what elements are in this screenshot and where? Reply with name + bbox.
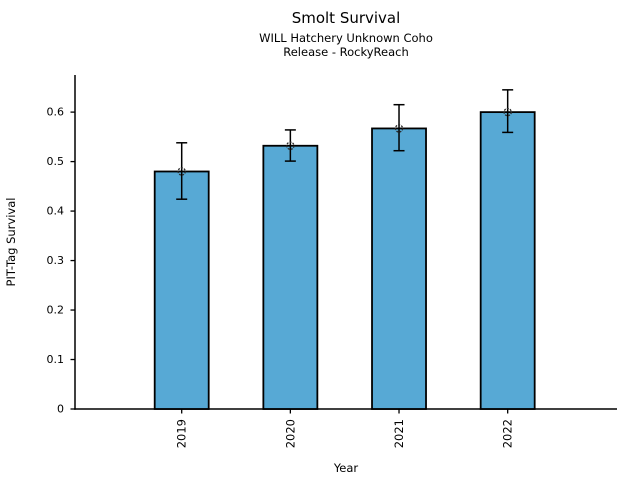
y-axis-label: PIT-Tag Survival bbox=[4, 198, 18, 287]
y-tick-label: 0.2 bbox=[47, 304, 65, 317]
y-tick-label: 0.6 bbox=[47, 106, 65, 119]
bar bbox=[153, 170, 210, 410]
chart-subtitle-line2: Release - RockyReach bbox=[283, 45, 409, 59]
data-point-marker bbox=[286, 141, 295, 151]
x-tick-label: 2022 bbox=[501, 419, 515, 448]
x-tick-label: 2019 bbox=[175, 419, 189, 448]
y-tick-label: 0.5 bbox=[47, 155, 65, 168]
y-tick-label: 0.4 bbox=[47, 205, 65, 218]
x-axis-label: Year bbox=[333, 461, 359, 475]
chart-subtitle-line1: WILL Hatchery Unknown Coho bbox=[259, 31, 433, 45]
bar bbox=[371, 127, 427, 410]
y-tick-label: 0.3 bbox=[47, 254, 65, 267]
plot-area: 0 0.1 0.2 0.3 0.4 0.5 0.6 2019 2020 2021 2022 bbox=[47, 75, 617, 448]
bar bbox=[479, 111, 536, 410]
bar bbox=[262, 144, 319, 410]
chart-title: Smolt Survival bbox=[291, 9, 401, 27]
y-tick-label: 0.1 bbox=[47, 353, 65, 366]
x-tick-label: 2021 bbox=[392, 419, 406, 448]
data-point-marker bbox=[177, 167, 186, 176]
data-point-marker bbox=[394, 124, 404, 133]
y-tick-label: 0 bbox=[57, 403, 64, 416]
data-point-marker bbox=[503, 107, 512, 117]
x-tick-label: 2020 bbox=[283, 419, 297, 448]
